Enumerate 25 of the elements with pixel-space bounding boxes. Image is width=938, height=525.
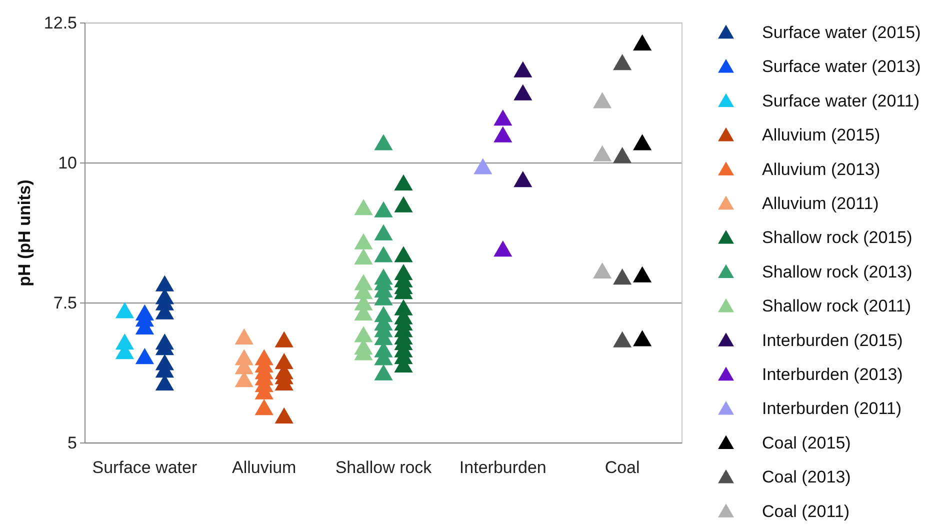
legend-label: Surface water (2015) xyxy=(762,22,921,42)
legend-label: Surface water (2013) xyxy=(762,57,921,76)
x-tick-label: Alluvium xyxy=(232,458,296,478)
x-tick-label: Interburden xyxy=(459,458,546,478)
legend-label: Shallow rock (2015) xyxy=(762,228,912,248)
legend-label: Coal (2013) xyxy=(762,468,851,487)
legend-label: Alluvium (2011) xyxy=(762,194,879,213)
x-tick-label: Coal xyxy=(604,458,640,478)
y-axis-title: pH (pH units) xyxy=(15,180,34,286)
y-tick-label: 12.5 xyxy=(44,13,77,32)
y-tick-label: 10 xyxy=(58,153,77,172)
legend-label: Alluvium (2013) xyxy=(762,160,880,179)
x-tick-label: Shallow rock xyxy=(335,458,432,478)
legend-label: Interburden (2011) xyxy=(762,399,902,418)
legend-label: Interburden (2015) xyxy=(762,330,903,350)
legend-label: Shallow rock (2013) xyxy=(762,262,912,282)
y-tick-label: 7.5 xyxy=(53,293,77,312)
y-tick-label: 5 xyxy=(68,433,77,452)
legend-label: Alluvium (2015) xyxy=(762,126,880,145)
x-tick-label: Surface water xyxy=(92,458,198,478)
legend-label: Surface water (2011) xyxy=(762,91,920,110)
legend-label: Coal (2011) xyxy=(762,502,850,521)
legend-label: Interburden (2013) xyxy=(762,364,903,384)
legend-label: Shallow rock (2011) xyxy=(762,296,911,316)
legend-label: Coal (2015) xyxy=(762,433,851,452)
